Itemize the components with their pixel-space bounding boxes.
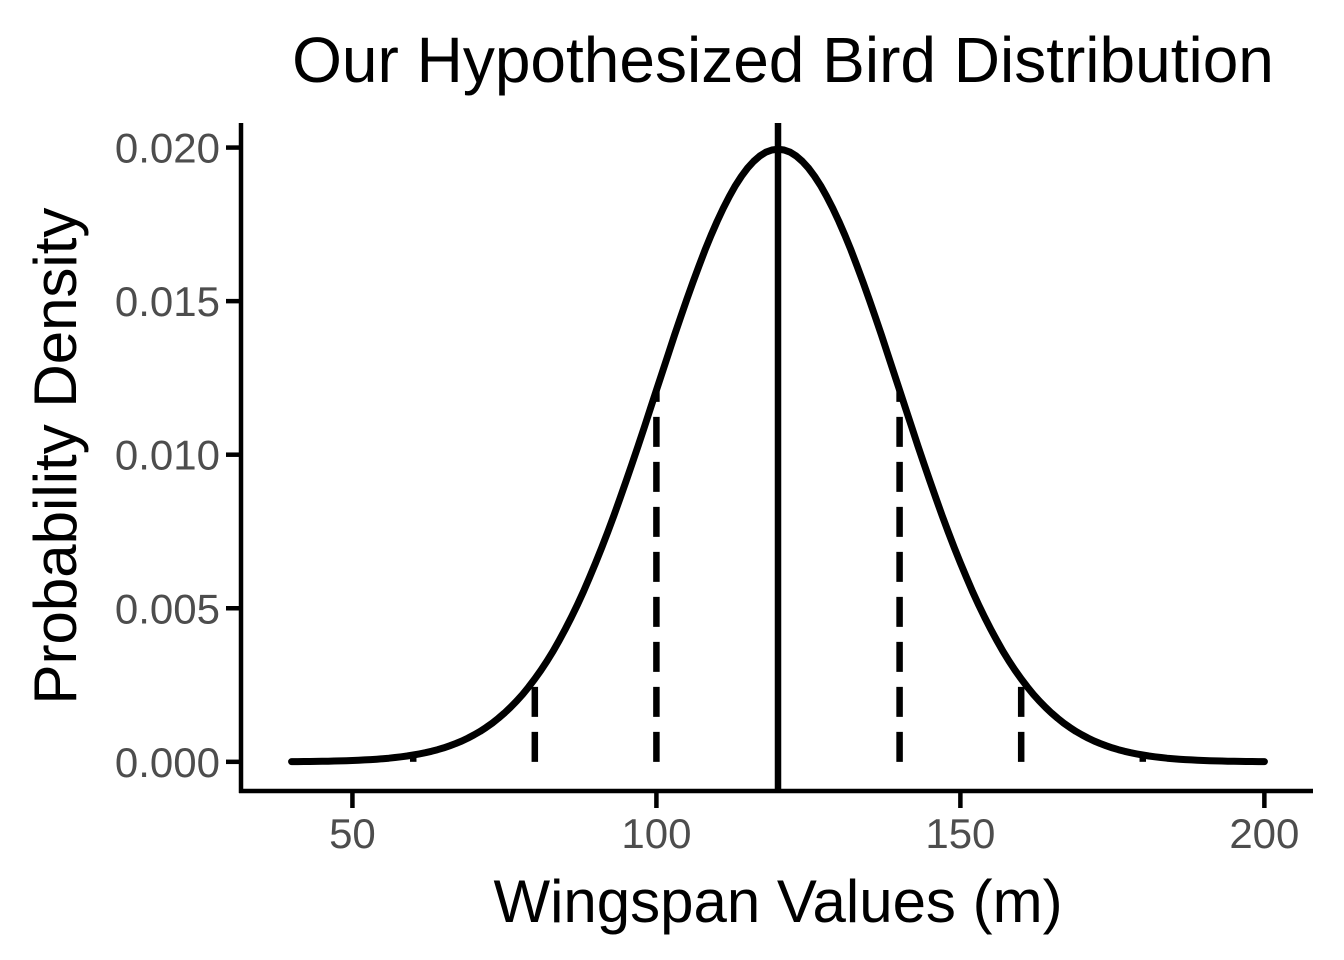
chart-title: Our Hypothesized Bird Distribution (292, 24, 1274, 96)
x-tick-label: 150 (925, 810, 995, 857)
y-tick-label: 0.010 (115, 432, 220, 479)
density-curve (288, 145, 1268, 766)
y-tick-label: 0.020 (115, 125, 220, 172)
axes (226, 123, 1313, 808)
x-tick-label: 100 (621, 810, 691, 857)
x-axis-label: Wingspan Values (m) (493, 868, 1062, 935)
x-tick-label: 50 (329, 810, 376, 857)
normal-density-curve (288, 145, 1268, 766)
y-tick-label: 0.000 (115, 739, 220, 786)
y-tick-label: 0.005 (115, 585, 220, 632)
y-tick-label: 0.015 (115, 278, 220, 325)
tick-labels: 50 100 150 200 0.000 0.005 0.010 0.015 0.020 (115, 125, 1300, 857)
x-tick-label: 200 (1229, 810, 1299, 857)
y-axis-label: Probability Density (22, 208, 89, 705)
